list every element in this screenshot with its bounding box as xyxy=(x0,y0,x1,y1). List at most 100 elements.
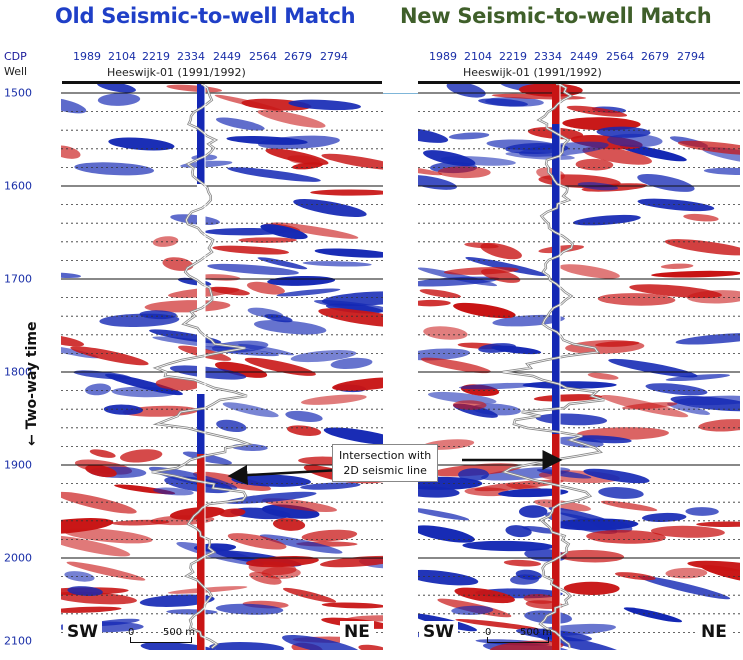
reflector-band xyxy=(418,267,498,287)
reflector-band xyxy=(518,505,548,518)
reflector-band xyxy=(215,603,284,615)
reflector-band xyxy=(523,593,557,604)
reflector-band xyxy=(619,144,687,162)
reflector-band xyxy=(259,534,343,554)
reflector-band xyxy=(582,146,652,165)
cdp-tick: 2564 xyxy=(249,50,277,63)
well-name-right: Heeswijk-01 (1991/1992) xyxy=(463,66,602,79)
reflector-band xyxy=(139,310,177,320)
reflector-band xyxy=(332,377,383,391)
ne-label-left: NE xyxy=(340,621,374,643)
cdp-tick: 2794 xyxy=(320,50,348,63)
reflector-band xyxy=(453,302,516,319)
scale-line xyxy=(130,642,192,643)
reflector-band xyxy=(282,634,362,650)
reflector-band xyxy=(489,640,564,650)
reflector-band xyxy=(533,394,603,402)
well-column xyxy=(552,84,560,124)
reflector-band xyxy=(503,559,542,567)
well-name-left: Heeswijk-01 (1991/1992) xyxy=(107,66,246,79)
reflector-band xyxy=(170,214,220,225)
reflector-band xyxy=(419,289,461,299)
scale-distance: 500 m xyxy=(520,627,553,638)
reflector-band xyxy=(478,98,528,107)
reflector-band xyxy=(61,518,114,535)
synthetic-trace-highlight xyxy=(502,84,605,649)
reflector-band xyxy=(418,525,475,543)
well-column xyxy=(552,124,560,434)
reflector-band xyxy=(677,140,740,156)
reflector-band xyxy=(651,270,740,278)
reflector-band xyxy=(597,293,676,306)
reflector-band xyxy=(97,93,141,106)
reflector-band xyxy=(74,162,155,176)
reflector-band xyxy=(103,404,143,415)
reflector-band xyxy=(153,487,194,496)
time-tick: 1600 xyxy=(4,179,32,193)
cdp-tick: 2219 xyxy=(499,50,527,63)
reflector-band xyxy=(563,581,620,595)
well-column xyxy=(552,434,560,650)
reflector-band xyxy=(650,525,725,538)
scale-line xyxy=(487,642,549,643)
reflector-band xyxy=(300,394,367,405)
scale-tick xyxy=(130,637,131,643)
cdp-tick: 2794 xyxy=(677,50,705,63)
well-column xyxy=(197,454,205,650)
reflector-band xyxy=(265,148,329,165)
reflector-band xyxy=(358,644,383,650)
well-column xyxy=(197,184,205,394)
reflector-band xyxy=(583,468,650,484)
reflector-band xyxy=(614,572,656,581)
scale-tick xyxy=(191,637,192,643)
reflector-band xyxy=(572,214,641,226)
reflector-band xyxy=(301,529,358,542)
reflector-band xyxy=(536,469,592,479)
cdp-tick: 2449 xyxy=(213,50,241,63)
reflector-band xyxy=(64,571,95,582)
reflector-band xyxy=(559,264,620,279)
reflector-band xyxy=(313,299,383,313)
reflector-band xyxy=(418,299,451,307)
reflector-band xyxy=(85,464,117,478)
reflector-band xyxy=(108,137,175,151)
reflector-band xyxy=(443,267,519,275)
reflector-band xyxy=(182,451,232,465)
reflector-band xyxy=(491,93,587,100)
reflector-band xyxy=(566,105,628,117)
seismic-section-old xyxy=(61,84,383,650)
reflector-band xyxy=(598,487,644,499)
seismic-section-new xyxy=(418,84,740,650)
reflector-band xyxy=(61,535,131,557)
synthetic-trace-highlight xyxy=(151,84,250,649)
reflector-band xyxy=(698,419,740,432)
reflector-band xyxy=(664,239,740,256)
reflector-band xyxy=(155,377,201,391)
reflector-band xyxy=(246,281,285,295)
reflector-band xyxy=(230,507,291,520)
reflector-band xyxy=(696,521,740,528)
reflector-band xyxy=(522,381,617,389)
reflector-band xyxy=(253,320,327,335)
reflector-band xyxy=(319,555,383,568)
reflector-band xyxy=(293,199,367,217)
intersection-callout: Intersection with 2D seismic line xyxy=(332,444,439,482)
reflector-band xyxy=(111,386,177,398)
cdp-tick: 2334 xyxy=(534,50,562,63)
reflector-band xyxy=(600,500,658,512)
reflector-band xyxy=(637,198,715,212)
reflector-band xyxy=(418,507,470,521)
reflector-band xyxy=(670,395,740,412)
callout-line-1: Intersection with xyxy=(339,449,432,462)
reflector-band xyxy=(257,109,326,128)
reflector-band xyxy=(73,370,131,380)
reflector-band xyxy=(452,400,487,410)
reflector-band xyxy=(645,383,708,396)
reflector-band xyxy=(258,135,340,150)
cdp-tick: 2104 xyxy=(108,50,136,63)
reflector-band xyxy=(152,236,179,247)
scale-zero: 0 xyxy=(485,627,492,638)
cdp-tick: 2679 xyxy=(284,50,312,63)
scale-tick xyxy=(548,637,549,643)
reflector-band xyxy=(623,607,683,623)
